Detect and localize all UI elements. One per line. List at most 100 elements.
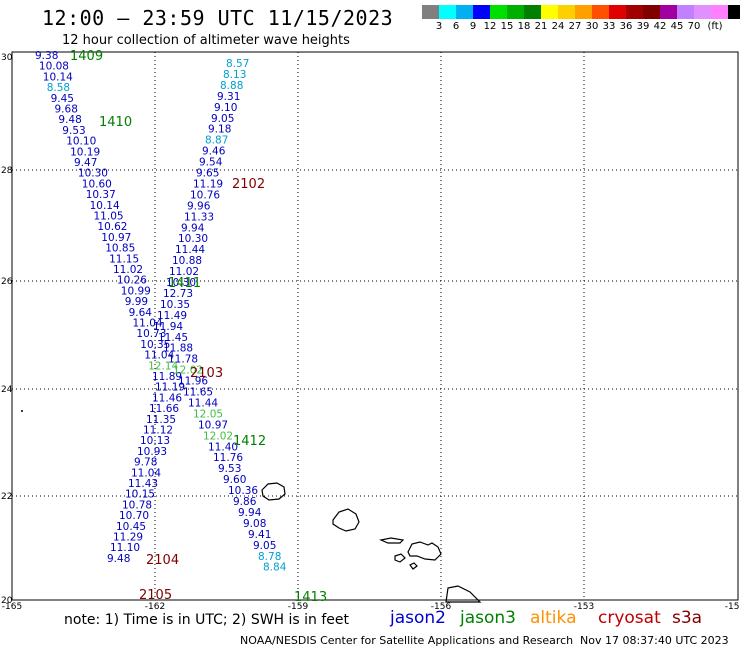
colorbar-label: 70	[687, 21, 701, 32]
swh-value-label: 11.46	[152, 392, 182, 404]
colorbar-label: 27	[568, 21, 582, 32]
swh-value-label: 10.30	[178, 233, 208, 245]
swh-value-label: 11.88	[163, 343, 193, 355]
swh-value-label: 10.35	[140, 339, 170, 351]
map-title: 12:00 — 23:59 UTC 11/15/2023	[42, 6, 394, 30]
footer-note: note: 1) Time is in UTC; 2) SWH is in fe…	[64, 612, 350, 628]
swh-value-label: 9.86	[233, 496, 257, 508]
swh-value-label: 10.35	[160, 299, 190, 311]
swh-value-label: 9.65	[196, 168, 219, 180]
swh-value-label: 11.65	[183, 387, 213, 399]
swh-value-label: 11.94	[153, 321, 183, 333]
pass-id-label: 1412	[233, 434, 266, 449]
swh-value-label: 10.73	[136, 328, 166, 340]
pass-id-label: 2104	[146, 553, 179, 568]
swh-value-label: 9.54	[199, 157, 223, 169]
colorbar-label: 39	[636, 21, 650, 32]
swh-value-label: 11.10	[110, 542, 140, 554]
colorbar-swatch	[575, 5, 592, 19]
swh-value-label: 10.85	[105, 243, 135, 255]
swh-value-label: 9.08	[243, 518, 266, 530]
colorbar-swatch	[728, 5, 740, 19]
swh-value-label: 10.78	[122, 499, 152, 511]
swh-value-label: 8.57	[226, 58, 249, 70]
swh-value-label: 9.53	[62, 125, 85, 137]
island-outline	[445, 585, 482, 603]
swh-value-label: 10.88	[172, 255, 202, 267]
swh-value-label: 11.04	[133, 318, 163, 330]
swh-value-label: 12.14	[148, 360, 178, 372]
island-outline	[394, 553, 406, 563]
lat-tick-label: 22	[1, 492, 12, 502]
swh-value-label: 11.33	[184, 211, 214, 223]
colorbar-swatch	[490, 5, 507, 19]
swh-value-label: 11.02	[169, 266, 199, 278]
swh-value-label: 10.10	[66, 136, 96, 148]
island-outline	[332, 508, 360, 532]
swh-value-label: 10.36	[228, 485, 258, 497]
swh-value-label: 11.89	[152, 371, 182, 383]
colorbar-swatch	[592, 5, 609, 19]
swh-value-label: 11.19	[155, 382, 185, 394]
colorbar-label: 6	[452, 21, 460, 32]
swh-value-label: 9.60	[223, 474, 246, 486]
swh-value-label: 10.97	[101, 232, 131, 244]
colorbar-swatch	[524, 5, 541, 19]
swh-value-label: 10.97	[198, 419, 228, 431]
swh-value-label: 9.05	[253, 540, 276, 552]
lon-tick-label: -162	[145, 602, 165, 612]
swh-value-label: 10.08	[39, 61, 69, 73]
colorbar-label: 42	[653, 21, 667, 32]
colorbar-swatch	[660, 5, 677, 19]
satellite-legend-altika: altika	[530, 608, 577, 628]
swh-value-label: 9.47	[74, 157, 97, 169]
colorbar-swatch	[609, 5, 626, 19]
satellite-legend-jason2: jason2	[390, 608, 446, 628]
swh-value-label: 11.76	[213, 452, 243, 464]
satellite-legend-jason3: jason3	[460, 608, 516, 628]
colorbar-swatch	[626, 5, 643, 19]
credit-text: NOAA/NESDIS Center for Satellite Applica…	[240, 634, 574, 647]
swh-value-label: 11.05	[94, 211, 124, 223]
island-outline	[409, 562, 418, 570]
lon-tick-label: -165	[2, 602, 22, 612]
swh-value-label: 9.48	[107, 553, 130, 565]
swh-value-label: 11.78	[168, 354, 198, 366]
pass-id-label: 1413	[294, 590, 327, 605]
island-dot	[21, 410, 23, 412]
swh-value-label: 11.66	[149, 403, 179, 415]
swh-value-label: 12.02	[173, 365, 203, 377]
swh-value-label: 9.78	[134, 457, 157, 469]
pass-id-label: 1410	[99, 115, 132, 130]
swh-value-label: 10.76	[190, 189, 220, 201]
swh-value-label: 11.35	[146, 414, 176, 426]
swh-value-label: 11.43	[128, 478, 158, 490]
swh-value-label: 10.14	[90, 200, 120, 212]
swh-value-label: 9.53	[218, 463, 241, 475]
swh-value-label: 9.48	[58, 114, 81, 126]
island-outline	[378, 537, 405, 544]
swh-value-label: 11.49	[157, 310, 187, 322]
swh-value-label: 10.30	[78, 168, 108, 180]
swh-value-label: 12.73	[163, 288, 193, 300]
colorbar-swatch	[507, 5, 524, 19]
colorbar-swatch	[541, 5, 558, 19]
swh-value-label: 9.46	[202, 146, 226, 158]
lon-tick-label: -156	[431, 602, 452, 612]
swh-value-label: 8.58	[47, 82, 70, 94]
lat-tick-label: 28	[1, 166, 13, 176]
swh-value-label: 11.40	[208, 441, 238, 453]
swh-value-label: 11.96	[178, 376, 208, 388]
pass-id-label: 2103	[190, 366, 223, 381]
colorbar-swatch	[677, 5, 694, 19]
swh-value-label: 8.88	[220, 80, 243, 92]
colorbar-label: 33	[602, 21, 616, 32]
swh-value-label: 11.44	[188, 397, 218, 409]
lon-tick-label: -153	[574, 602, 594, 612]
colorbar-label: 12	[483, 21, 497, 32]
swh-value-label: 9.41	[248, 529, 271, 541]
colorbar-swatch	[456, 5, 473, 19]
colorbar-label: 18	[517, 21, 531, 32]
